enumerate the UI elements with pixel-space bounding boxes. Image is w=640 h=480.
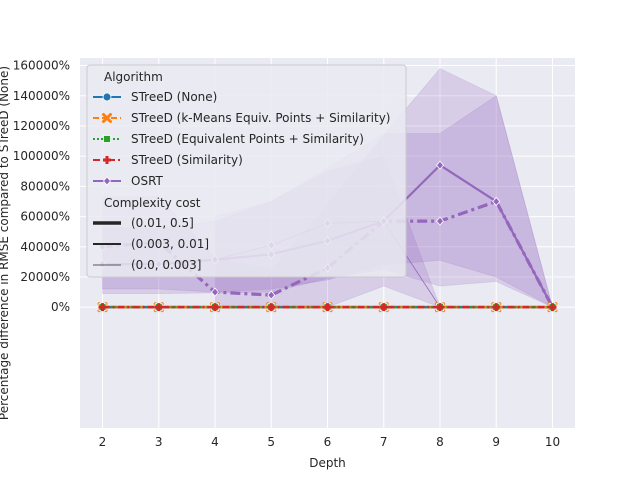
legend-label: STreeD (k-Means Equiv. Points + Similari… <box>131 111 390 125</box>
legend-label: STreeD (Similarity) <box>131 153 243 167</box>
data-point <box>154 303 163 312</box>
legend-label: STreeD (Equivalent Points + Similarity) <box>131 132 364 146</box>
legend-label: STreeD (None) <box>131 90 217 104</box>
x-tick-labels: 2 3 4 5 6 7 8 9 10 <box>99 435 560 449</box>
series-lines <box>97 160 558 313</box>
legend-cost-title: Complexity cost <box>104 196 201 210</box>
x-tick-label: 4 <box>211 435 219 449</box>
x-tick-label: 10 <box>545 435 560 449</box>
y-tick-label: 40000% <box>20 240 70 254</box>
data-point <box>492 303 501 312</box>
y-tick-label: 100000% <box>13 149 70 163</box>
y-tick-label: 60000% <box>20 210 70 224</box>
y-tick-label: 20000% <box>20 270 70 284</box>
x-axis-label: Depth <box>309 456 346 470</box>
data-point <box>492 196 501 207</box>
x-tick-label: 8 <box>436 435 444 449</box>
legend-algorithm-title: Algorithm <box>104 70 163 84</box>
y-tick-label: 0% <box>51 300 70 314</box>
data-point <box>436 303 444 312</box>
data-point <box>548 303 557 312</box>
y-tick-label: 140000% <box>13 89 70 103</box>
legend-marker <box>102 113 112 123</box>
y-tick-labels: 0% 20000% 40000% 60000% 80000% 100000% 120000%… <box>13 59 70 315</box>
data-point <box>379 303 388 312</box>
x-tick-label: 3 <box>155 435 163 449</box>
legend-label: (0.003, 0.01] <box>131 237 209 251</box>
x-tick-label: 9 <box>492 435 500 449</box>
data-point <box>210 287 220 297</box>
x-tick-label: 2 <box>99 435 107 449</box>
data-point <box>98 303 107 312</box>
y-tick-label: 120000% <box>13 119 70 133</box>
data-point <box>267 303 276 312</box>
legend-marker <box>103 135 111 143</box>
legend-marker <box>102 92 112 102</box>
legend-label: (0.0, 0.003] <box>131 258 201 272</box>
legend-marker <box>103 156 111 164</box>
y-axis-label: Percentage difference in RMSE compared t… <box>0 66 11 420</box>
legend-marker <box>102 176 112 186</box>
y-tick-label: 80000% <box>20 179 70 193</box>
data-point <box>435 216 445 226</box>
data-point <box>267 290 276 300</box>
x-tick-label: 6 <box>324 435 332 449</box>
data-point <box>211 303 219 312</box>
y-tick-label: 160000% <box>13 59 70 73</box>
legend-box <box>86 64 407 278</box>
legend-label: (0.01, 0.5] <box>131 216 194 230</box>
x-tick-label: 5 <box>267 435 275 449</box>
legend: Algorithm STreeD (None) STreeD (k-Means E… <box>86 64 407 278</box>
legend-label: OSRT <box>131 174 164 188</box>
x-tick-label: 7 <box>380 435 388 449</box>
data-point <box>323 303 332 312</box>
data-point <box>435 160 445 170</box>
